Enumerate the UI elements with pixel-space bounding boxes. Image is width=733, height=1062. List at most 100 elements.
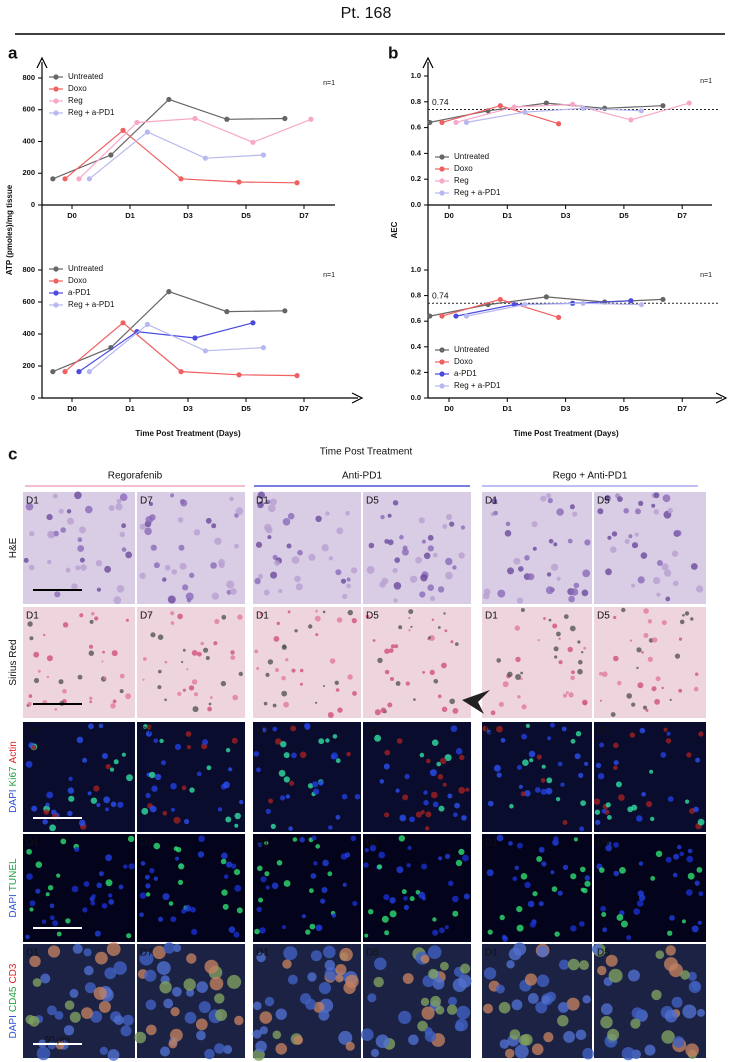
micrograph-texture — [340, 578, 347, 584]
micrograph-texture — [207, 706, 213, 712]
micrograph-texture — [487, 800, 494, 807]
micrograph-texture — [574, 753, 581, 760]
micrograph-texture — [228, 926, 236, 933]
micrograph-texture — [620, 920, 628, 928]
data-point — [134, 329, 140, 335]
cell-label: D1 — [256, 838, 269, 849]
micrograph-texture — [33, 677, 40, 684]
data-point — [294, 373, 300, 379]
micrograph-texture — [318, 982, 331, 995]
cell-label: D5 — [597, 838, 610, 849]
micrograph — [23, 607, 135, 718]
micrograph-texture — [87, 791, 92, 796]
micrograph-texture — [423, 790, 428, 795]
micrograph-texture — [396, 866, 404, 874]
data-point — [76, 176, 82, 182]
micrograph-texture — [63, 1025, 75, 1036]
legend-label: Reg — [454, 176, 469, 185]
micrograph-texture — [508, 841, 513, 846]
micrograph-texture — [96, 587, 101, 592]
micrograph-texture — [550, 870, 555, 875]
micrograph-texture — [144, 874, 150, 880]
micrograph-texture — [317, 925, 323, 931]
micrograph-texture — [335, 758, 341, 764]
data-point — [556, 314, 562, 320]
y-tick-label: 800 — [22, 73, 35, 82]
micrograph-texture — [234, 1015, 244, 1026]
micrograph-texture — [265, 885, 270, 890]
micrograph-texture — [200, 641, 204, 646]
micrograph-texture — [79, 613, 84, 618]
micrograph-texture — [653, 509, 660, 515]
x-axis-label: Time Post Treatment (Days) — [135, 429, 241, 438]
x-tick-label: D0 — [444, 211, 454, 220]
micrograph-texture — [234, 823, 239, 828]
micrograph-texture — [293, 1035, 303, 1045]
data-point — [192, 115, 198, 122]
micrograph-texture — [456, 1005, 471, 1020]
x-tick-label: D3 — [561, 404, 571, 413]
micrograph-texture — [294, 629, 298, 633]
micrograph-texture — [346, 577, 351, 582]
micrograph-texture — [506, 960, 515, 969]
micrograph-texture — [195, 1018, 208, 1031]
micrograph-texture — [443, 612, 446, 615]
micrograph-texture — [91, 611, 95, 616]
micrograph-texture — [637, 576, 645, 584]
micrograph-texture — [583, 646, 587, 650]
micrograph — [23, 834, 135, 942]
group-label: Anti-PD1 — [342, 471, 382, 482]
micrograph-texture — [420, 574, 428, 582]
micrograph-texture — [215, 1009, 228, 1021]
micrograph-texture — [594, 809, 601, 815]
data-point — [439, 119, 445, 126]
micrograph-texture — [282, 518, 291, 526]
micrograph-texture — [93, 785, 100, 792]
micrograph-texture — [387, 539, 394, 546]
micrograph-texture — [380, 707, 387, 714]
micrograph-texture — [56, 931, 62, 937]
micrograph-texture — [350, 567, 358, 574]
micrograph-texture — [591, 943, 603, 955]
micrograph-texture — [27, 621, 33, 627]
micrograph-texture — [47, 559, 52, 565]
micrograph-texture — [428, 968, 439, 979]
micrograph-texture — [567, 646, 573, 653]
micrograph-texture — [254, 649, 259, 654]
micrograph-texture — [32, 978, 42, 987]
micrograph-texture — [312, 781, 319, 788]
micrograph-texture — [459, 754, 465, 761]
micrograph-texture — [638, 500, 644, 506]
micrograph-texture — [121, 547, 127, 552]
micrograph-texture — [299, 682, 303, 686]
micrograph-texture — [444, 853, 451, 860]
data-point — [522, 301, 528, 308]
micrograph-texture — [672, 1036, 685, 1048]
micrograph-texture — [203, 647, 209, 653]
micrograph-texture — [350, 835, 357, 842]
micrograph-texture — [90, 797, 98, 804]
micrograph-texture — [320, 898, 326, 904]
micrograph-texture — [72, 943, 83, 954]
micrograph-texture — [29, 907, 34, 912]
micrograph-texture — [613, 615, 617, 620]
micrograph-texture — [259, 1011, 273, 1024]
micrograph-texture — [452, 895, 459, 903]
micrograph-texture — [119, 493, 128, 502]
micrograph-texture — [308, 553, 316, 561]
micrograph-texture — [308, 624, 313, 629]
legend-marker — [439, 347, 445, 353]
micrograph-texture — [174, 743, 182, 751]
series-line — [89, 131, 264, 180]
micrograph-texture — [213, 641, 218, 646]
micrograph-texture — [605, 802, 611, 808]
legend-label: a-PD1 — [454, 369, 477, 378]
micrograph-texture — [265, 526, 273, 534]
micrograph-texture — [413, 698, 416, 701]
micrograph-texture — [655, 850, 663, 857]
micrograph-texture — [223, 874, 229, 879]
micrograph-texture — [495, 984, 505, 994]
micrograph-texture — [318, 738, 325, 745]
micrograph-texture — [325, 511, 330, 516]
micrograph-texture — [417, 1020, 428, 1032]
